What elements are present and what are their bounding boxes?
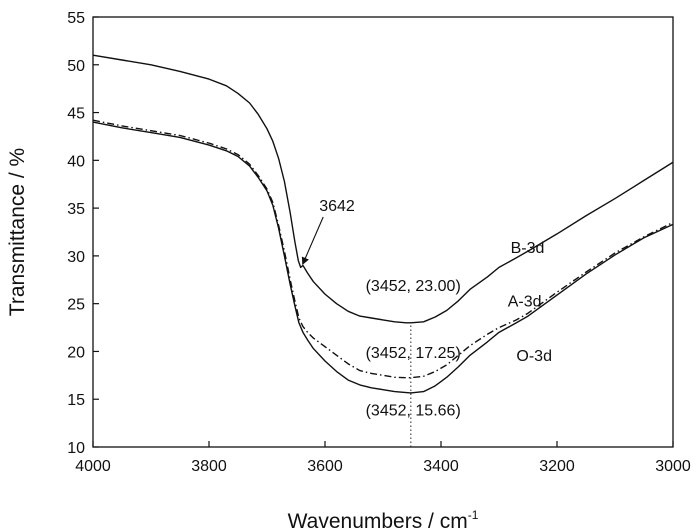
series-label-o-3d: O-3d: [516, 348, 552, 365]
series-layer: [92, 54, 674, 394]
annotation-3: (3452, 15.66): [366, 402, 461, 419]
y-tick-label-7: 45: [67, 106, 85, 123]
axis-ticks: 4000 3800 3600 3400 3200 3000 10 15 20 25 30 35 40 45…: [67, 10, 691, 475]
annotation-arrow-0: [301, 216, 324, 266]
plot-area: [92, 16, 674, 448]
annotation-1: (3452, 23.00): [366, 278, 461, 295]
series-line-o-3d: [92, 121, 674, 394]
y-tick-label-8: 50: [67, 58, 85, 75]
annotation-layer: B-3d A-3d O-3d 3642 (3452, 23.00) (3452, 17.2…: [301, 198, 552, 419]
series-label-a-3d: A-3d: [508, 294, 542, 311]
plot-frame: [92, 16, 674, 448]
y-tick-label-0: 10: [67, 440, 85, 457]
y-tick-label-9: 55: [67, 10, 85, 27]
y-tick-label-2: 20: [67, 344, 85, 361]
series-line-a-3d: [92, 119, 674, 379]
annotation-0: 3642: [319, 198, 355, 215]
x-tick-label-0: 4000: [75, 458, 111, 475]
x-tick-label-5: 3000: [655, 458, 691, 475]
x-axis-title: Wavenumbers / cm-1: [288, 508, 479, 532]
y-tick-label-1: 15: [67, 392, 85, 409]
x-tick-label-3: 3400: [423, 458, 459, 475]
x-tick-label-4: 3200: [539, 458, 575, 475]
y-axis-title: Transmittance / %: [6, 148, 29, 316]
annotation-2: (3452, 17.25): [366, 345, 461, 362]
y-tick-label-5: 35: [67, 201, 85, 218]
x-tick-label-2: 3600: [307, 458, 343, 475]
series-label-b-3d: B-3d: [511, 240, 545, 257]
y-tick-label-3: 25: [67, 297, 85, 314]
y-tick-label-6: 40: [67, 153, 85, 170]
y-tick-label-4: 30: [67, 249, 85, 266]
series-line-b-3d: [92, 54, 674, 324]
x-tick-label-1: 3800: [191, 458, 227, 475]
